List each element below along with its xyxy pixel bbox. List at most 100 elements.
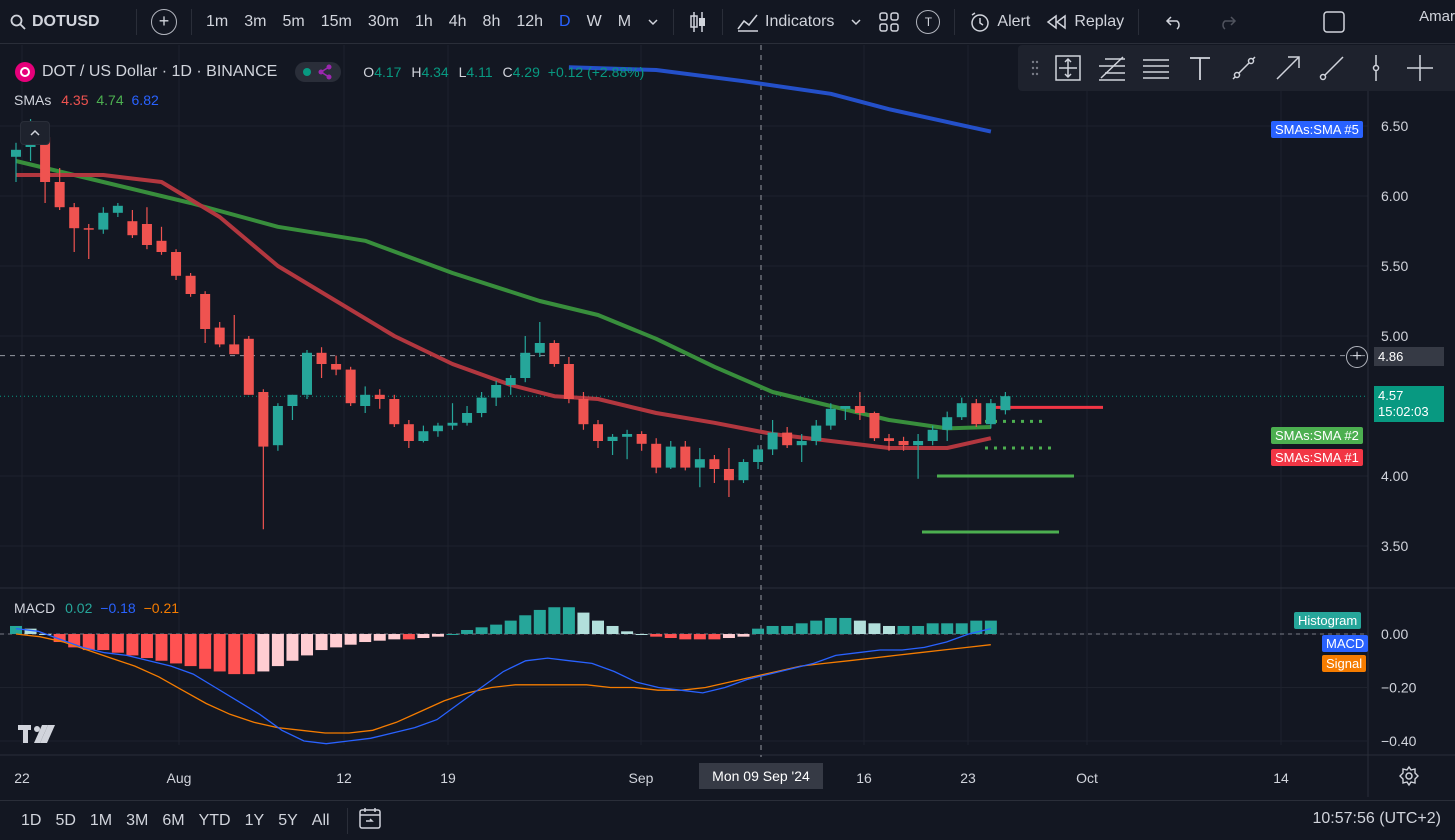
chart-type-button[interactable] (680, 6, 716, 38)
drag-handle[interactable] (1028, 50, 1042, 86)
sma5-tag[interactable]: SMAs:SMA #5 (1271, 121, 1363, 138)
candles-icon (690, 11, 706, 32)
chevron-down-icon (648, 18, 658, 25)
layout-button[interactable] (870, 6, 908, 38)
indicators-dropdown-button[interactable] (842, 6, 870, 38)
templates-button[interactable]: T (908, 6, 948, 38)
histogram-bar (446, 634, 459, 635)
add-price-level-button[interactable]: + (1346, 346, 1368, 368)
range-1y[interactable]: 1Y (244, 811, 265, 829)
candle-body (869, 413, 880, 439)
redo-button[interactable] (1209, 6, 1245, 38)
x-tick-label: Sep (629, 770, 654, 786)
interval-4h[interactable]: 4h (448, 12, 467, 30)
interval-d[interactable]: D (559, 12, 571, 30)
x-tick-label: 14 (1273, 770, 1289, 786)
tradingview-logo-icon (18, 725, 55, 743)
signal-tag[interactable]: Signal (1322, 655, 1367, 672)
sma2-tag[interactable]: SMAs:SMA #2 (1271, 427, 1363, 444)
market-status-badge[interactable] (295, 62, 342, 82)
chart-settings-button[interactable] (1398, 765, 1420, 792)
indicators-button[interactable]: Indicators (729, 6, 842, 38)
range-1m[interactable]: 1M (89, 811, 113, 829)
histogram-bar (592, 620, 604, 634)
signal-line (15, 633, 991, 734)
clock-time[interactable]: 10:57:56 (UTC+2) (1312, 810, 1441, 827)
range-5d[interactable]: 5D (55, 811, 76, 829)
replay-button[interactable]: Replay (1038, 6, 1132, 38)
macd-tag[interactable]: MACD (1322, 635, 1369, 652)
fullscreen-button[interactable] (1315, 6, 1353, 38)
interval-5m[interactable]: 5m (282, 12, 305, 30)
interval-30m[interactable]: 30m (367, 12, 399, 30)
chart-title[interactable]: DOT / US Dollar · 1D · BINANCE (42, 63, 278, 80)
interval-m[interactable]: M (617, 12, 632, 30)
candle-body (200, 294, 211, 329)
candle-body (738, 462, 749, 481)
histogram-bar (650, 634, 663, 637)
candle-body (942, 417, 953, 430)
histogram-bar (257, 634, 270, 672)
histogram-bar (388, 634, 401, 640)
user-name[interactable]: Amar (1419, 8, 1455, 25)
range-ytd[interactable]: YTD (198, 811, 231, 829)
tradingview-logo[interactable] (18, 723, 58, 750)
chart-area[interactable]: 6.50 6.00 5.50 5.00 4.00 3.50 22 Aug 12 19 Sep 16 23… (0, 45, 1455, 797)
arrow-tool-button[interactable] (1270, 50, 1306, 86)
candle-body (796, 441, 807, 446)
candle-body (11, 149, 21, 157)
alert-button[interactable]: Alert (961, 6, 1038, 38)
interval-3m[interactable]: 3m (244, 12, 267, 30)
alarm-clock-icon (971, 11, 990, 32)
candle-body (389, 399, 400, 425)
candle-body (112, 205, 123, 213)
histogram-tag[interactable]: Histogram (1294, 612, 1362, 629)
interval-12h[interactable]: 12h (516, 12, 544, 30)
goto-date-button[interactable] (358, 806, 382, 835)
candle-body (753, 449, 764, 462)
range-all[interactable]: All (311, 811, 330, 829)
cross-line-button[interactable] (1402, 50, 1438, 86)
interval-15m[interactable]: 15m (320, 12, 352, 30)
range-1d[interactable]: 1D (21, 811, 42, 829)
interval-8h[interactable]: 8h (482, 12, 501, 30)
compare-add-button[interactable]: + (143, 6, 185, 38)
vertical-line-button[interactable] (1358, 50, 1394, 86)
interval-w[interactable]: W (586, 12, 602, 30)
parallel-channel-button[interactable] (1138, 50, 1174, 86)
symbol-search[interactable]: DOTUSD (0, 13, 130, 31)
measure-tool-button[interactable] (1050, 50, 1086, 86)
trend-line-button[interactable] (1226, 50, 1262, 86)
undo-button[interactable] (1157, 6, 1193, 38)
range-5y[interactable]: 5Y (278, 811, 298, 829)
candle-body (360, 394, 371, 406)
histogram-bar (140, 634, 153, 659)
histogram-bar (577, 612, 590, 634)
interval-1m[interactable]: 1m (206, 12, 229, 30)
interval-dropdown-button[interactable] (639, 6, 667, 38)
macd-legend[interactable]: MACD 0.02 −0.18 −0.21 (14, 600, 180, 616)
histogram-bar (242, 634, 255, 675)
fib-tool-button[interactable] (1094, 50, 1130, 86)
text-tool-button[interactable] (1182, 50, 1218, 86)
sma1-tag[interactable]: SMAs:SMA #1 (1271, 449, 1363, 466)
ray-tool-button[interactable] (1314, 50, 1350, 86)
interval-1h[interactable]: 1h (414, 12, 433, 30)
candle-body (884, 438, 894, 441)
candle-body (141, 224, 152, 245)
histogram-bar (199, 634, 212, 669)
candle-body (214, 327, 225, 345)
square-icon (1323, 10, 1345, 33)
candle-body (69, 207, 80, 229)
histogram-bar (417, 634, 430, 639)
sma-legend[interactable]: SMAs 4.35 4.74 6.82 (14, 92, 159, 108)
range-6m[interactable]: 6M (162, 811, 185, 829)
candle-body (1000, 396, 1011, 411)
separator (191, 8, 192, 35)
candle-body (782, 432, 793, 446)
grid-icon (879, 11, 900, 32)
collapse-legend-button[interactable] (20, 121, 50, 145)
histogram-bar (126, 634, 139, 656)
chart-canvas[interactable]: 6.50 6.00 5.50 5.00 4.00 3.50 22 Aug 12 19 Sep 16 23… (0, 45, 1455, 797)
range-3m[interactable]: 3M (126, 811, 149, 829)
